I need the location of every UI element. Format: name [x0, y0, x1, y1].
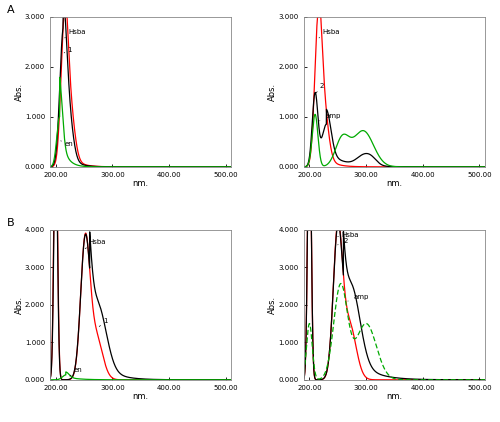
Text: Hsba: Hsba: [319, 30, 340, 38]
Text: en: en: [70, 367, 82, 376]
Y-axis label: Abs.: Abs.: [268, 296, 277, 314]
Text: Hsba: Hsba: [338, 232, 358, 238]
Text: 2: 2: [338, 238, 348, 245]
Text: amp: amp: [348, 294, 369, 301]
Text: 1: 1: [64, 47, 72, 53]
X-axis label: nm.: nm.: [386, 179, 402, 188]
X-axis label: nm.: nm.: [132, 392, 148, 401]
Text: B: B: [6, 218, 14, 228]
Y-axis label: Abs.: Abs.: [268, 83, 277, 101]
Y-axis label: Abs.: Abs.: [14, 296, 24, 314]
Text: amp: amp: [320, 113, 340, 121]
Text: Hsba: Hsba: [64, 30, 86, 38]
Text: en: en: [61, 141, 73, 147]
X-axis label: nm.: nm.: [132, 179, 148, 188]
Text: A: A: [6, 5, 14, 15]
X-axis label: nm.: nm.: [386, 392, 402, 401]
Text: 1: 1: [100, 318, 108, 327]
Y-axis label: Abs.: Abs.: [14, 83, 24, 101]
Text: Hsba: Hsba: [85, 239, 106, 249]
Text: 2: 2: [316, 83, 324, 93]
